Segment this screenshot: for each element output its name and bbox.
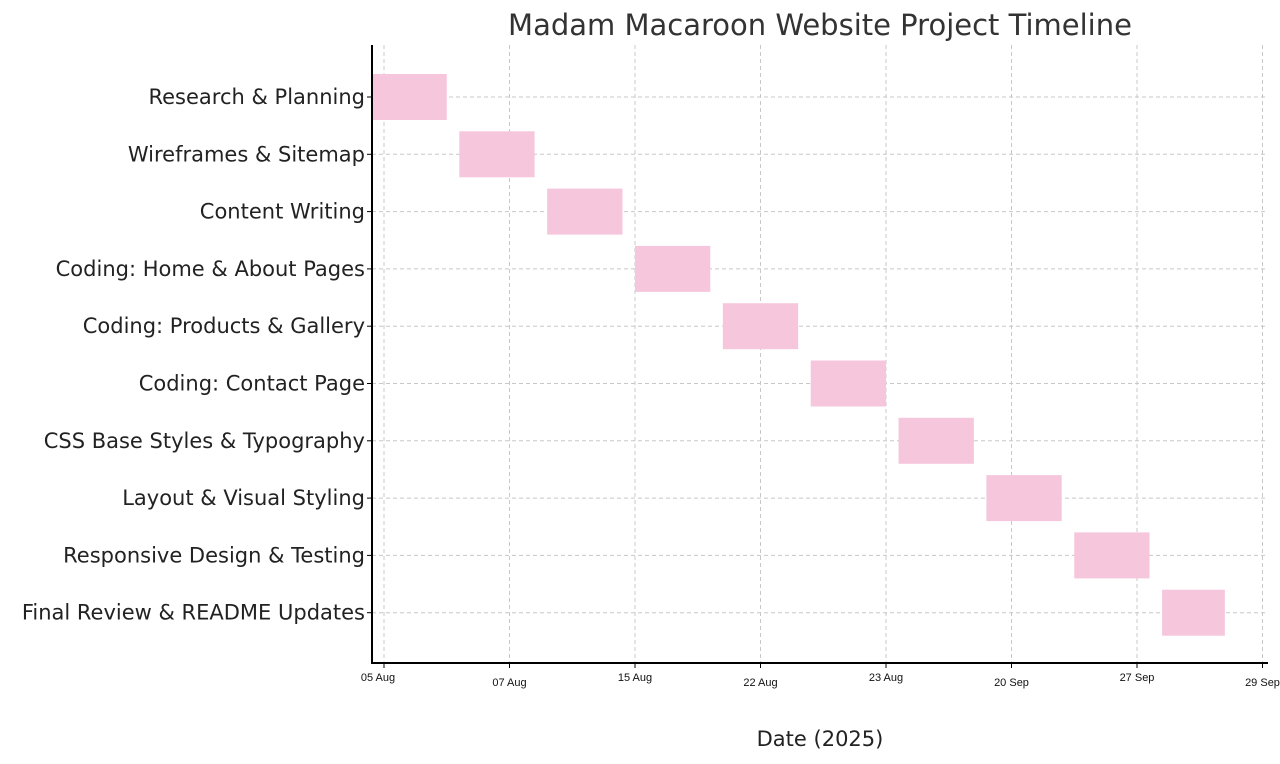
task-bar bbox=[898, 417, 974, 464]
x-tick-label: 07 Aug bbox=[492, 677, 526, 689]
task-bars bbox=[372, 74, 1225, 636]
task-label: Research & Planning bbox=[148, 85, 365, 109]
axes bbox=[371, 45, 1268, 664]
task-bar bbox=[986, 475, 1062, 522]
task-bar bbox=[1162, 589, 1225, 636]
x-tick-label: 29 Sep bbox=[1245, 677, 1280, 689]
task-labels: Research & Planning Wireframes & Sitemap C… bbox=[22, 85, 365, 625]
task-bar bbox=[1074, 532, 1150, 579]
x-tick-label: 15 Aug bbox=[618, 672, 652, 684]
task-label: Coding: Products & Gallery bbox=[83, 314, 365, 338]
task-label: CSS Base Styles & Typography bbox=[44, 429, 365, 453]
task-label: Final Review & README Updates bbox=[22, 601, 365, 625]
task-label: Coding: Home & About Pages bbox=[56, 257, 365, 281]
chart-title: Madam Macaroon Website Project Timeline bbox=[508, 8, 1132, 42]
task-label: Content Writing bbox=[200, 200, 365, 224]
task-bar bbox=[722, 303, 799, 350]
task-bar bbox=[810, 360, 886, 407]
task-label: Wireframes & Sitemap bbox=[128, 142, 365, 166]
x-tick-label: 20 Sep bbox=[994, 677, 1029, 689]
x-tick-label: 22 Aug bbox=[743, 677, 777, 689]
task-bar bbox=[547, 188, 623, 235]
x-tick-label: 23 Aug bbox=[869, 672, 903, 684]
x-tick-label: 27 Sep bbox=[1120, 672, 1155, 684]
task-bar bbox=[372, 74, 447, 120]
task-label: Coding: Contact Page bbox=[139, 372, 365, 396]
x-ticks: 05 Aug 07 Aug 15 Aug 22 Aug 23 Aug 20 Sep 27 S… bbox=[361, 96, 1280, 689]
task-label: Layout & Visual Styling bbox=[122, 486, 365, 510]
x-tick-label: 05 Aug bbox=[361, 672, 395, 684]
x-axis-label: Date (2025) bbox=[757, 727, 884, 751]
task-bar bbox=[635, 245, 711, 292]
task-label: Responsive Design & Testing bbox=[63, 543, 365, 567]
task-bar bbox=[459, 131, 535, 178]
